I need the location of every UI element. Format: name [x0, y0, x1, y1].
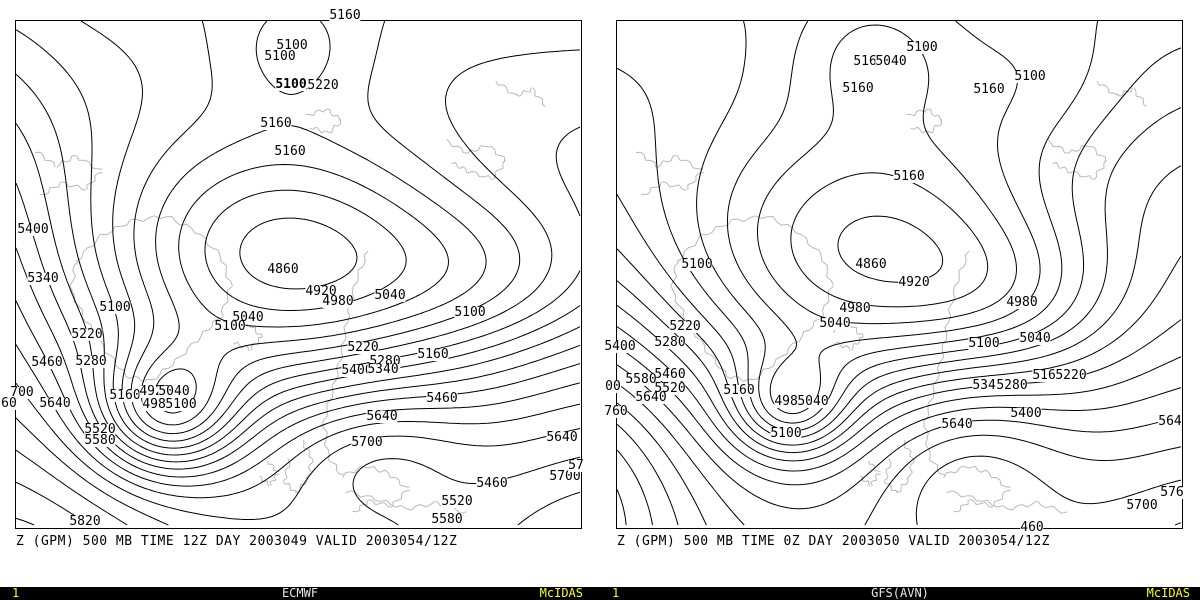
caption-gfs: Z (GPM) 500 MB TIME 0Z DAY 2003050 VALID…: [617, 534, 1050, 549]
statusbar: 1 ECMWF McIDAS 1 GFS(AVN) McIDAS: [0, 587, 1200, 600]
contour-map-gfs[interactable]: [617, 21, 1182, 528]
model-name-right: GFS(AVN): [871, 586, 929, 600]
frame-number-right: 1: [612, 586, 620, 600]
mcidas-brand-right: McIDAS: [1146, 586, 1190, 600]
contour-lines-gfs: [617, 21, 1182, 526]
frame-number-left: 1: [12, 586, 20, 600]
contour-lines-ecmwf: [16, 21, 581, 526]
statusbar-segment-gfs: 1 GFS(AVN) McIDAS: [600, 587, 1200, 600]
contour-map-ecmwf[interactable]: [16, 21, 581, 528]
coastlines-ecmwf: [34, 80, 546, 514]
map-panel-gfs[interactable]: [616, 20, 1183, 529]
caption-ecmwf: Z (GPM) 500 MB TIME 12Z DAY 2003049 VALI…: [16, 534, 458, 549]
mcidas-brand-left: McIDAS: [539, 586, 583, 600]
coastlines-gfs: [635, 80, 1147, 514]
statusbar-segment-ecmwf: 1 ECMWF McIDAS: [0, 587, 600, 600]
map-panel-ecmwf[interactable]: [15, 20, 582, 529]
model-name-left: ECMWF: [281, 586, 319, 600]
